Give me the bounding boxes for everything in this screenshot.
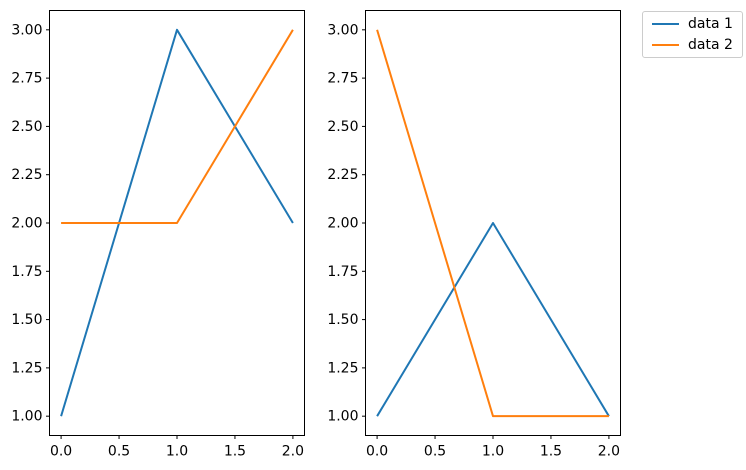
left-x-tick-label: 1.0 [166, 444, 188, 460]
left-line-data-1 [60, 28, 294, 417]
right-y-tick-label: 2.25 [327, 167, 358, 183]
right-y-tick-label: 1.50 [327, 312, 358, 328]
right-y-tick-label: 2.75 [327, 71, 358, 87]
left-y-tick-label: 2.50 [11, 119, 42, 135]
legend-label-data-1: data 1 [688, 16, 733, 32]
right-x-tick-label: 0.0 [366, 444, 388, 460]
left-x-tick-label: 2.0 [282, 444, 304, 460]
legend-entry-data-1: data 1 [652, 17, 733, 31]
right-line-data-1 [376, 222, 610, 417]
legend-entry-data-2: data 2 [652, 38, 733, 52]
right-x-tick-label: 0.5 [424, 444, 446, 460]
legend-line-swatch-data-1 [652, 23, 679, 25]
right-y-tick-label: 2.50 [327, 119, 358, 135]
left-y-tick-label: 2.00 [11, 215, 42, 231]
left-y-tick-label: 1.25 [11, 360, 42, 376]
left-y-tick-label: 1.50 [11, 312, 42, 328]
legend-label-data-2: data 2 [688, 37, 733, 53]
left-line-data-2 [61, 29, 294, 224]
right-x-tick-label: 1.5 [540, 444, 562, 460]
left-y-tick-label: 2.75 [11, 71, 42, 87]
legend: data 1 data 2 [642, 11, 743, 58]
left-x-tick-label: 1.5 [224, 444, 246, 460]
left-y-tick-label: 1.75 [11, 264, 42, 280]
right-y-tick-label: 1.75 [327, 264, 358, 280]
left-y-tick-label: 2.25 [11, 167, 42, 183]
right-y-tick-label: 3.00 [327, 22, 358, 38]
right-line-data-2 [376, 29, 609, 418]
left-y-tick-label: 1.00 [11, 409, 42, 425]
left-x-tick-label: 0.0 [50, 444, 72, 460]
right-x-tick-label: 2.0 [598, 444, 620, 460]
right-y-tick-label: 2.00 [327, 215, 358, 231]
legend-line-swatch-data-2 [652, 44, 679, 46]
left-y-tick-label: 3.00 [11, 22, 42, 38]
right-x-tick-label: 1.0 [482, 444, 504, 460]
right-y-tick-label: 1.00 [327, 409, 358, 425]
right-y-tick-label: 1.25 [327, 360, 358, 376]
left-x-tick-label: 0.5 [108, 444, 130, 460]
